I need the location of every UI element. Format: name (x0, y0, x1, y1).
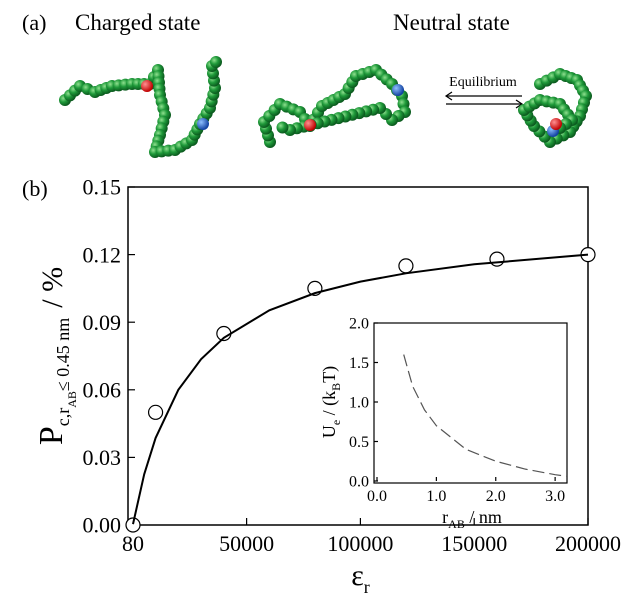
bead (141, 80, 153, 92)
x-axis-label: εr (351, 559, 370, 597)
bead (210, 56, 222, 68)
line (403, 354, 568, 477)
y-label-part: c,r (53, 408, 73, 426)
point (489, 251, 505, 267)
caption: Neutral state (393, 10, 510, 35)
bead (276, 121, 289, 134)
y-tick-label: 2.0 (349, 316, 369, 333)
x-label-main: r (442, 507, 448, 527)
y-tick-label: 0.03 (83, 445, 122, 470)
x-tick-label: 200000 (555, 531, 621, 556)
y-tick-label: 1.0 (349, 395, 369, 412)
x-tick-label: 100000 (327, 531, 393, 556)
bead (304, 119, 316, 131)
panel-label: (b) (22, 176, 48, 201)
caption: Charged state (75, 10, 200, 35)
x-axis-label: rAB / nm (442, 507, 502, 531)
y-label-part: e (329, 420, 343, 425)
line (132, 253, 589, 525)
y-label-part: U (319, 425, 339, 438)
x-label-unit: / nm (465, 507, 502, 527)
point (147, 404, 164, 420)
y-label-part: ≤ 0.45 nm (53, 318, 73, 391)
x-tick-label: 2.0 (486, 488, 506, 505)
x-tick-label: 150000 (441, 531, 507, 556)
y-label-part: / (k (319, 391, 340, 420)
point (125, 517, 141, 533)
x-label-sub: r (364, 577, 370, 597)
panel-label: (a) (22, 10, 46, 35)
y-tick-label: 0.06 (83, 378, 122, 403)
y-label-part: B (329, 383, 343, 391)
y-tick-label: 0.00 (83, 513, 122, 538)
x-tick-label: 3.0 (545, 488, 565, 505)
point (398, 258, 414, 274)
y-tick-label: 0.09 (83, 310, 122, 335)
inset-frame (373, 322, 568, 484)
y-tick-label: 0.5 (349, 434, 369, 451)
x-tick-label: 80 (122, 531, 144, 556)
molecules (59, 56, 592, 158)
bead (392, 84, 404, 96)
arrow-label: Equilibrium (449, 75, 517, 90)
x-tick-label: 0.0 (367, 488, 387, 505)
x-tick-label: 1.0 (426, 488, 446, 505)
x-label-main: ε (351, 559, 364, 592)
equilibrium-arrows (444, 91, 524, 109)
y-tick-label: 0.15 (83, 175, 122, 200)
y-axis-label: Pc,rAB≤ 0.45 nm / % (33, 267, 79, 445)
y-tick-label: 1.5 (349, 355, 369, 372)
y-label-part: AB (65, 391, 79, 408)
y-tick-label: 0.12 (83, 242, 122, 267)
y-label-part: T) (319, 366, 340, 383)
plots: 80 50000 100000 150000 200000 0.00 0.03 0.06 0.0… (33, 175, 621, 597)
y-tick-label: 0.0 (349, 474, 369, 491)
x-label-sub: AB (448, 517, 465, 531)
bead (197, 118, 209, 130)
plot-frame (127, 186, 589, 526)
x-tick-label: 50000 (219, 531, 274, 556)
y-axis-label: Ue / (kBT) (319, 366, 343, 438)
y-label-part: / % (36, 267, 69, 308)
bead (550, 118, 562, 130)
y-label-part: P (33, 426, 70, 445)
